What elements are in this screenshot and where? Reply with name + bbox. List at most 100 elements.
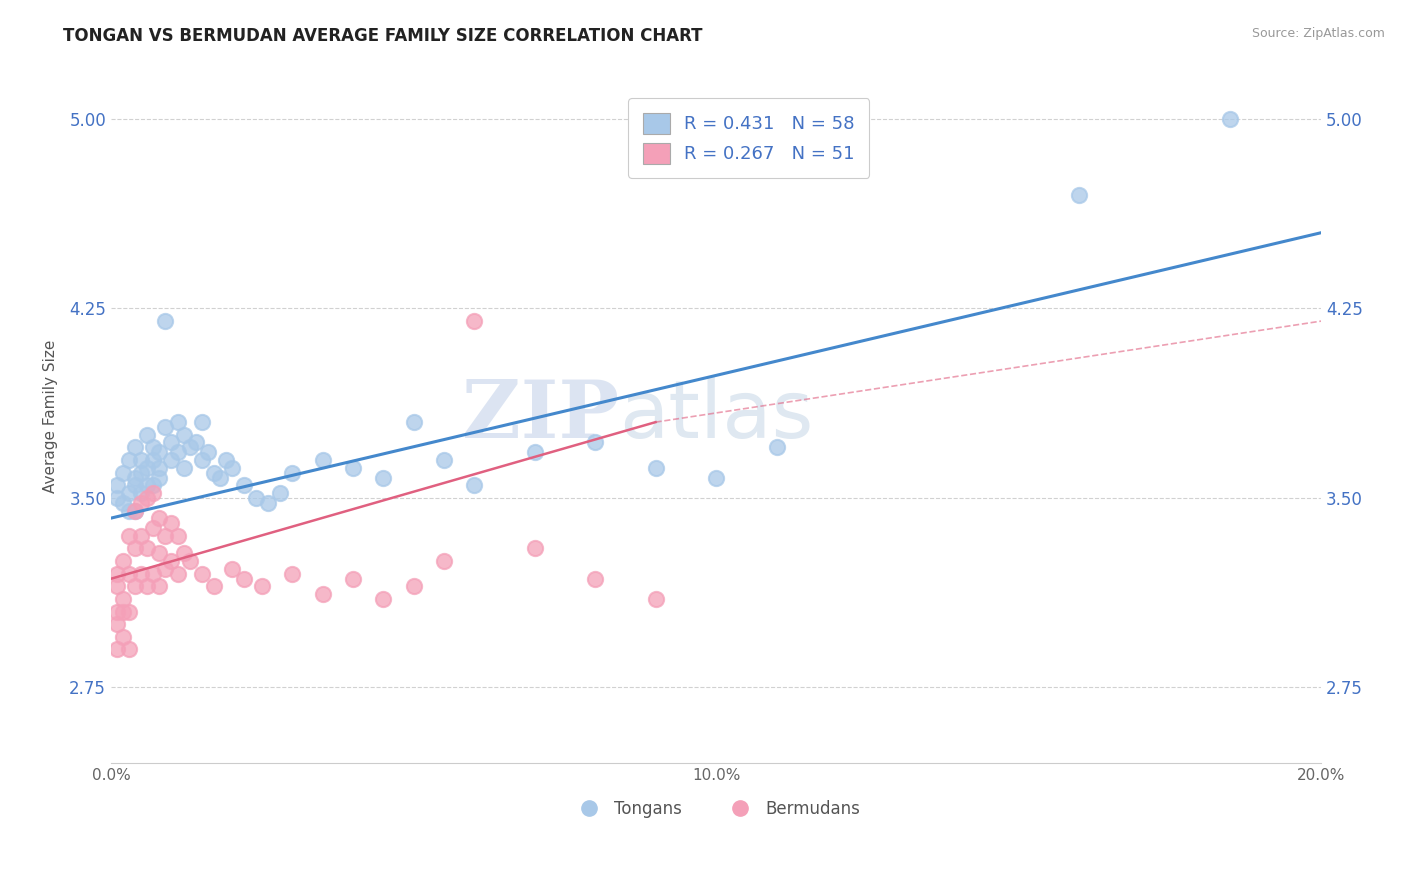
Point (190, 415, 212, 429)
Point (190, 566, 212, 581)
Point (166, 445, 188, 459)
Point (118, 486, 141, 500)
Point (142, 486, 165, 500)
Point (252, 579, 274, 593)
Point (155, 529, 177, 543)
Point (257, 496, 280, 510)
Point (373, 591, 395, 606)
Point (136, 541, 159, 556)
Point (233, 572, 256, 586)
Legend: Tongans, Bermudans: Tongans, Bermudans (565, 793, 866, 824)
Point (118, 605, 141, 619)
Point (402, 415, 425, 429)
Point (1219, 112, 1241, 126)
Text: Source: ZipAtlas.com: Source: ZipAtlas.com (1251, 27, 1385, 40)
Point (148, 579, 170, 593)
Point (221, 460, 243, 475)
Point (112, 591, 135, 606)
Point (112, 496, 135, 510)
Point (129, 486, 152, 500)
Point (112, 554, 135, 568)
Point (373, 471, 395, 485)
Point (105, 478, 128, 492)
Point (124, 471, 146, 485)
Point (112, 605, 135, 619)
Point (312, 453, 335, 467)
Point (166, 566, 188, 581)
Point (148, 445, 170, 459)
Point (142, 478, 165, 492)
Point (1069, 187, 1091, 202)
Point (129, 466, 152, 480)
Point (583, 572, 606, 586)
Point (184, 435, 207, 450)
Point (124, 541, 146, 556)
Point (583, 435, 606, 450)
Point (118, 453, 141, 467)
Point (173, 546, 195, 560)
Point (136, 491, 159, 505)
Point (233, 478, 256, 492)
Point (463, 478, 485, 492)
Point (105, 491, 128, 505)
Point (433, 554, 456, 568)
Point (105, 579, 128, 593)
Point (105, 617, 128, 632)
Point (155, 561, 177, 575)
Text: ZIP: ZIP (463, 376, 619, 455)
Point (136, 460, 159, 475)
Point (124, 579, 146, 593)
Point (202, 579, 225, 593)
Point (112, 630, 135, 644)
Point (142, 441, 165, 455)
Point (155, 420, 177, 434)
Point (160, 453, 183, 467)
Point (160, 516, 183, 531)
Point (166, 415, 188, 429)
Point (765, 441, 787, 455)
Point (179, 554, 201, 568)
Point (124, 441, 146, 455)
Point (136, 427, 159, 442)
Point (136, 478, 159, 492)
Point (342, 572, 364, 586)
Point (160, 554, 183, 568)
Point (704, 471, 727, 485)
Point (148, 511, 170, 525)
Point (523, 445, 546, 459)
Point (523, 541, 546, 556)
Point (644, 591, 666, 606)
Point (173, 427, 195, 442)
Point (105, 642, 128, 657)
Point (124, 503, 146, 517)
Point (129, 529, 152, 543)
Point (221, 561, 243, 575)
Point (118, 566, 141, 581)
Point (269, 486, 291, 500)
Point (342, 460, 364, 475)
Point (197, 445, 219, 459)
Point (166, 529, 188, 543)
Point (281, 466, 304, 480)
Point (160, 435, 183, 450)
Text: TONGAN VS BERMUDAN AVERAGE FAMILY SIZE CORRELATION CHART: TONGAN VS BERMUDAN AVERAGE FAMILY SIZE C… (63, 27, 703, 45)
Point (312, 587, 335, 601)
Point (112, 466, 135, 480)
Point (118, 503, 141, 517)
Point (202, 466, 225, 480)
Point (142, 566, 165, 581)
Point (142, 453, 165, 467)
Text: atlas: atlas (619, 376, 814, 455)
Point (129, 453, 152, 467)
Point (142, 521, 165, 535)
Point (644, 460, 666, 475)
Point (148, 546, 170, 560)
Point (155, 314, 177, 328)
Point (148, 471, 170, 485)
Point (124, 478, 146, 492)
Y-axis label: Average Family Size: Average Family Size (44, 339, 58, 492)
Point (105, 566, 128, 581)
Point (136, 579, 159, 593)
Point (402, 579, 425, 593)
Point (245, 491, 267, 505)
